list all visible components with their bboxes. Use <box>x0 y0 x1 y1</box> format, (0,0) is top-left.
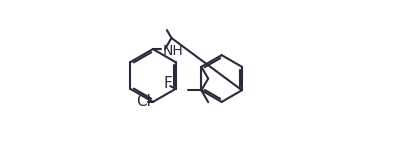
Text: Cl: Cl <box>137 94 152 109</box>
Text: NH: NH <box>162 44 183 58</box>
Text: F: F <box>164 76 173 91</box>
